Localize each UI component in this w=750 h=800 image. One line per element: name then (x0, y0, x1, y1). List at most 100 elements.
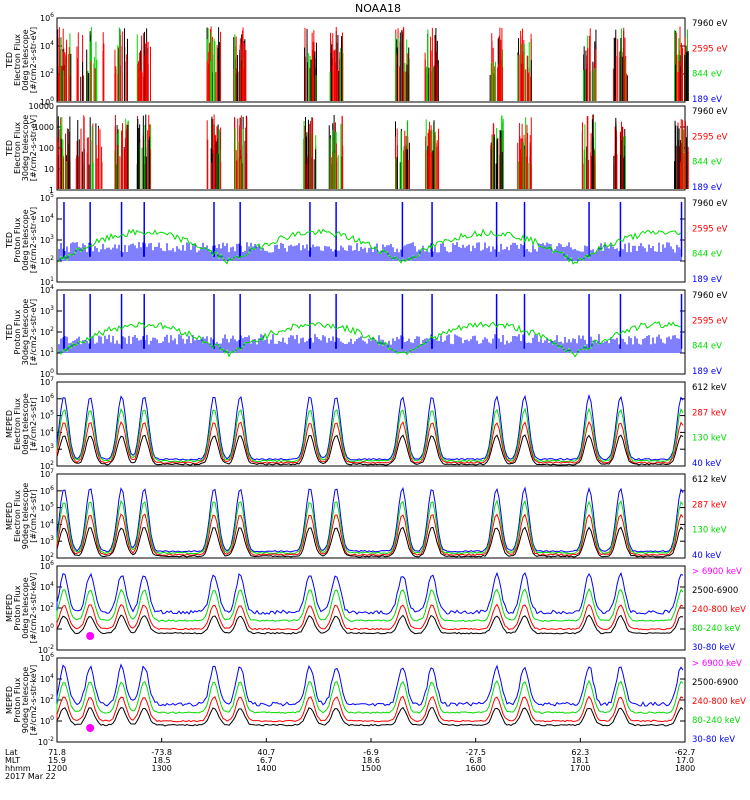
y-tick-label: 106 (40, 12, 54, 23)
y-axis-label-line: [#/cm2-s-str-keV] (29, 665, 38, 736)
x-tick-label: 71.8 (48, 748, 66, 757)
legend-entry: 30-80 keV (692, 643, 735, 653)
x-tick-label: 62.3 (571, 748, 589, 757)
y-axis-label-line: Electron Flux (13, 34, 22, 86)
flux-line (56, 393, 684, 461)
legend-entry: 130 keV (692, 526, 727, 536)
legend-entry: 240-800 keV (692, 605, 746, 615)
y-axis-label-line: 0deg telescope (21, 209, 30, 270)
flux-line (56, 407, 684, 463)
legend-entry: 844 eV (692, 158, 722, 168)
legend-entry: 2595 eV (692, 224, 728, 234)
y-tick-label: 107 (40, 468, 54, 479)
flux-line (56, 499, 684, 555)
footer-row-label: hhmm (5, 764, 31, 773)
y-tick-label: 102 (40, 602, 54, 613)
x-tick-label: -73.8 (151, 748, 172, 757)
flux-line (56, 603, 684, 631)
y-axis-label-line: Proton Flux (13, 677, 22, 722)
y-tick-label: 103 (40, 535, 54, 546)
x-tick-label: 1200 (47, 764, 67, 773)
y-tick-label: 10-2 (38, 736, 54, 747)
y-tick-label: 100 (40, 715, 54, 726)
y-tick-label: 104 (40, 213, 54, 224)
panel-ted-electron-30: 1 10 100 1000 10000 TED Electron Flux 30deg tel… (5, 102, 728, 195)
y-axis-label-line: TED (5, 232, 14, 249)
footer-row-label: MLT (5, 756, 20, 765)
legend-entry: 130 keV (692, 434, 727, 444)
flux-line (56, 526, 684, 558)
y-axis-label-line: TED (5, 140, 14, 157)
flux-line (56, 434, 684, 466)
panel-frame (56, 381, 686, 467)
legend-entry: 2500-6900 (692, 678, 738, 688)
y-tick-label: 101 (40, 347, 54, 358)
y-tick-label: 10-2 (38, 644, 54, 655)
y-tick-label: 102 (40, 68, 54, 79)
legend-entry: 80-240 keV (692, 716, 741, 726)
chart-title: NOAA18 (355, 2, 401, 15)
y-tick-label: 100 (40, 96, 54, 107)
legend-entry: 287 keV (692, 500, 727, 510)
legend-entry: 2595 eV (692, 316, 728, 326)
legend-entry: 2595 eV (692, 132, 728, 142)
panel-traces (58, 202, 683, 265)
y-tick-label: 106 (40, 652, 54, 663)
y-tick-label: 104 (40, 518, 54, 529)
legend-entry: > 6900 keV (692, 659, 742, 669)
legend-entry: > 6900 keV (692, 567, 742, 577)
y-axis-label: MEPED Electron Flux 0deg telescope [#/cm2-s… (5, 393, 38, 454)
legend-entry: 2595 eV (692, 44, 728, 54)
y-axis-label-line: 90deg telescope (21, 667, 30, 734)
y-tick-label: 102 (40, 552, 54, 563)
x-tick-label: 6.7 (260, 756, 273, 765)
y-tick-label: 104 (40, 40, 54, 51)
panel-traces (56, 663, 684, 732)
y-axis-label-line: 30deg telescope (21, 115, 30, 182)
y-axis-label-line: Electron Flux (13, 398, 22, 450)
x-tick-label: -62.7 (675, 748, 696, 757)
y-tick-label: 106 (40, 560, 54, 571)
y-axis-label-line: 90deg telescope (21, 483, 30, 550)
y-tick-label: 100 (40, 623, 54, 634)
y-tick-label: 102 (40, 326, 54, 337)
flux-line (56, 571, 684, 615)
y-axis-label-line: [#/cm2-s-str-eV] (29, 115, 38, 181)
legend-entry: 30-80 keV (692, 735, 735, 745)
legend-entry: 40 keV (692, 551, 721, 561)
y-axis-label: TED Proton Flux 30deg telescope [#/cm2-s-st… (5, 299, 38, 366)
flux-point (86, 724, 95, 732)
flux-line (58, 321, 682, 358)
legend-entry: 7960 eV (692, 107, 728, 117)
x-tick-label: 1600 (465, 764, 485, 773)
x-tick-label: 1800 (675, 764, 695, 773)
y-axis-label-line: MEPED (5, 502, 14, 530)
x-tick-label: 18.1 (571, 756, 589, 765)
y-axis-label-line: [#/cm2-s-str-eV] (29, 207, 38, 273)
y-tick-label: 104 (40, 673, 54, 684)
legend-entry: 80-240 keV (692, 624, 741, 634)
flux-point (86, 632, 95, 640)
y-tick-label: 105 (40, 192, 54, 203)
y-tick-label: 103 (40, 305, 54, 316)
legend-entry: 844 eV (692, 342, 722, 352)
flux-line (56, 614, 684, 635)
legend-entry: 189 eV (692, 367, 722, 377)
y-tick-label: 101 (40, 276, 54, 287)
y-axis-label-line: [#/cm2-s-str-keV] (29, 573, 38, 644)
panel-traces (56, 393, 684, 466)
flux-line (56, 663, 684, 707)
y-axis-label: TED Proton Flux 0deg telescope [#/cm2-s-str… (5, 207, 38, 273)
flux-line (58, 228, 682, 265)
panel-traces (56, 114, 689, 189)
x-tick-label: 1700 (570, 764, 590, 773)
legend-entry: 7960 eV (692, 199, 728, 209)
y-axis-label-line: Electron Flux (13, 122, 22, 174)
flux-line (56, 679, 684, 714)
